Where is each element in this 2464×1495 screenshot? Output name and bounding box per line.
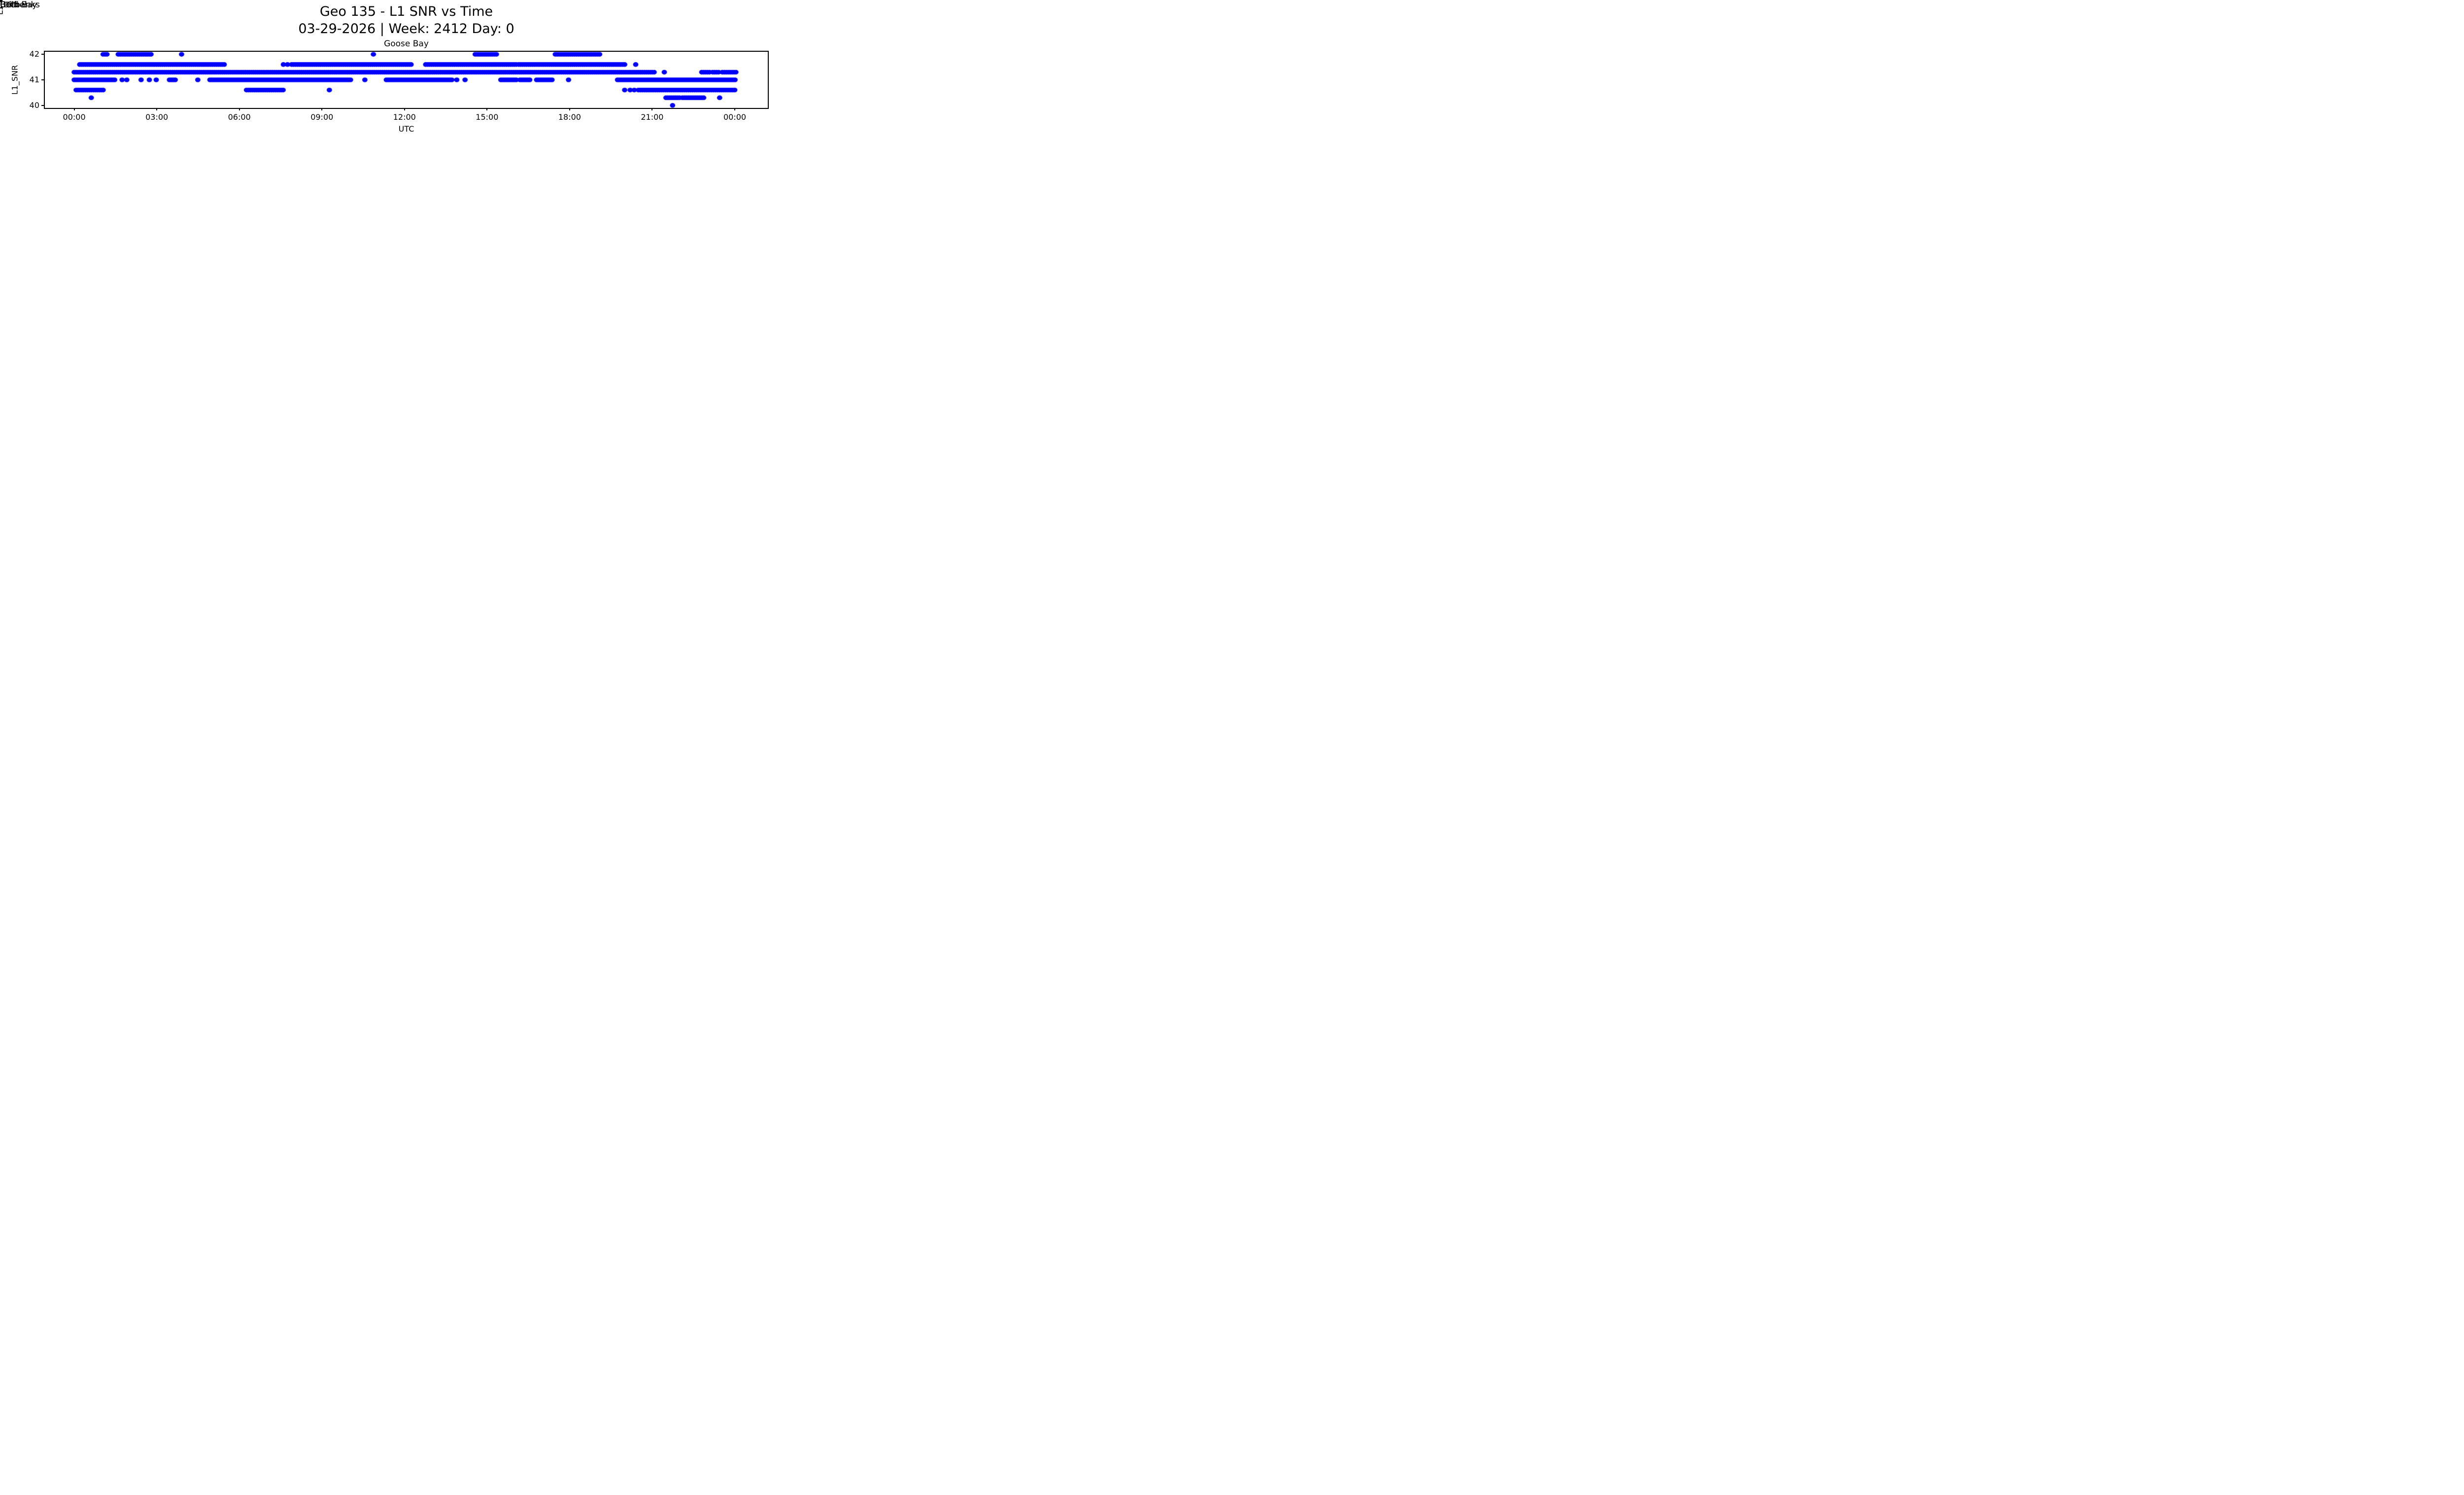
y-tick-mark (41, 104, 44, 106)
x-tick-label: 03:00 (145, 112, 169, 122)
figure-title-line1: Geo 135 - L1 SNR vs Time (319, 4, 493, 19)
x-tick-label: 18:00 (558, 112, 581, 122)
plot-area (44, 51, 769, 109)
x-axis-label: UTC (398, 124, 414, 134)
y-tick-label: 40 (29, 100, 39, 110)
x-tick-mark (486, 108, 488, 110)
x-tick-mark (156, 108, 158, 110)
x-tick-label: 12:00 (393, 112, 416, 122)
y-tick-label: 41 (29, 75, 39, 84)
x-tick-mark (734, 108, 735, 110)
scatter-canvas (45, 52, 768, 108)
x-tick-mark (239, 108, 240, 110)
x-tick-label: 09:00 (310, 112, 334, 122)
x-axis-label: UTC (0, 0, 16, 9)
subplot-title: Goose Bay (384, 39, 429, 49)
plot-area (0, 0, 149, 75)
x-tick-mark (73, 108, 75, 110)
x-tick-label: 00:00 (723, 112, 747, 122)
x-tick-mark (321, 108, 323, 110)
scatter-canvas (1, 1, 149, 75)
figure: Geo 135 - L1 SNR vs Time 03-29-2026 | We… (0, 0, 773, 444)
x-tick-label: 00:00 (63, 112, 86, 122)
x-tick-mark (569, 108, 570, 110)
y-tick-label: 42 (29, 49, 39, 59)
x-tick-label: 21:00 (641, 112, 664, 122)
x-tick-label: 15:00 (476, 112, 499, 122)
x-tick-mark (404, 108, 405, 110)
figure-title-line2: 03-29-2026 | Week: 2412 Day: 0 (298, 21, 514, 37)
y-tick-mark (41, 79, 44, 80)
figure-title: Geo 135 - L1 SNR vs Time 03-29-2026 | We… (45, 3, 768, 37)
x-tick-mark (651, 108, 653, 110)
y-tick-mark (41, 54, 44, 55)
x-tick-label: 06:00 (228, 112, 251, 122)
